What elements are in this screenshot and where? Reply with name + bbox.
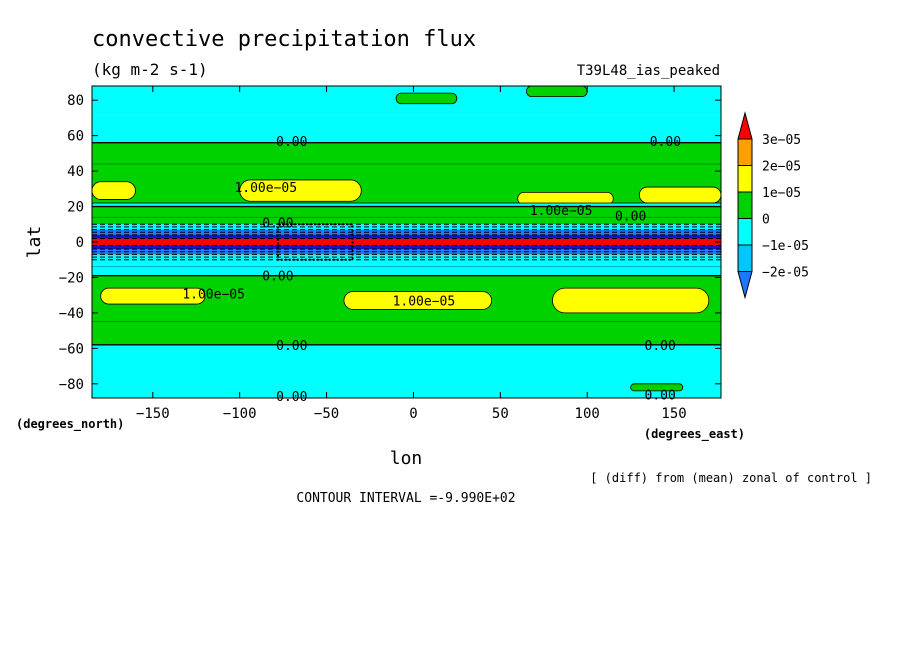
x-tick-label: −50 — [314, 406, 339, 422]
x-tick-label: −150 — [136, 406, 170, 422]
zonal-band-7 — [92, 238, 721, 246]
note-label: [ (diff) from (mean) zonal of control ] — [590, 471, 872, 485]
colorbar-label: 1e−05 — [762, 186, 801, 201]
colorbar-arrow-bottom — [737, 271, 753, 300]
contour-patch-8 — [525, 86, 588, 98]
contour-label: 0.00 — [650, 135, 681, 150]
x-units-label: (degrees_east) — [644, 427, 745, 442]
colorbar-swatch — [737, 138, 753, 166]
x-tick-label: 100 — [575, 406, 600, 422]
contour-patch-10 — [630, 383, 684, 392]
contour-label: 0.00 — [262, 270, 293, 285]
contour-patch-3 — [638, 186, 721, 204]
contour-lines — [92, 142, 721, 346]
zonal-band-11 — [92, 259, 721, 276]
y-tick-label: 40 — [67, 164, 84, 180]
experiment-label: T39L48_ias_peaked — [577, 63, 720, 79]
x-tick-label: −100 — [223, 406, 257, 422]
y-tick-label: 80 — [67, 93, 84, 109]
contour-patch-5 — [343, 291, 493, 310]
contour-label: 0.00 — [276, 135, 307, 150]
colorbar-swatch — [737, 191, 753, 219]
zonal-band-13 — [92, 344, 721, 398]
colorbar-label: 0 — [762, 213, 770, 228]
contour-patch-7 — [395, 92, 458, 105]
contour-label: 1.00e−05 — [530, 204, 593, 219]
x-tick-label: 150 — [661, 406, 686, 422]
y-tick-label: 60 — [67, 129, 84, 145]
x-tick-label: 0 — [409, 406, 417, 422]
contour-label: 1.00e−05 — [234, 181, 297, 196]
y-tick-label: 0 — [76, 235, 84, 251]
axis-ticks: −150 −100 −50 0 50 100 150 80 60 40 20 0 −20 −40 −60 −8… — [59, 86, 721, 422]
y-tick-label: −20 — [59, 270, 84, 286]
colorbar-arrow-top — [737, 111, 753, 140]
zonal-band-2 — [92, 142, 721, 207]
contour-label: 0.00 — [645, 339, 676, 354]
y-tick-label: −60 — [59, 341, 84, 357]
contour-patch-4 — [100, 287, 206, 305]
contour-label: 0.00 — [276, 390, 307, 405]
colorbar-swatch — [737, 218, 753, 246]
chart-title: convective precipitation flux — [92, 27, 476, 52]
zonal-band-8 — [92, 245, 721, 250]
x-axis-label: lon — [390, 448, 423, 469]
colorbar-label: −2e-05 — [762, 266, 809, 281]
y-tick-label: −80 — [59, 377, 84, 393]
chart-subtitle: (kg m-2 s-1) — [92, 60, 208, 79]
colorbar-swatch — [737, 244, 753, 272]
contour-patch-1 — [239, 179, 362, 202]
colorbar-swatch — [737, 165, 753, 193]
contour-label: 0.00 — [645, 388, 676, 403]
contour-labels: 0.00 0.00 1.00e−05 1.00e−05 0.00 0.00 0.00 1.00… — [182, 135, 681, 405]
contour-label: 1.00e−05 — [182, 287, 245, 302]
y-tick-label: 20 — [67, 200, 84, 216]
contour-patch-0 — [92, 181, 136, 200]
contour-label: 0.00 — [615, 209, 646, 224]
contour-label: 0.00 — [262, 217, 293, 232]
zonal-band-6 — [92, 234, 721, 239]
contour-label: 1.00e−05 — [393, 295, 456, 310]
contour-clutter — [276, 223, 354, 261]
colorbar-label: 2e−05 — [762, 160, 801, 175]
zonal-band-3 — [92, 206, 721, 225]
zonal-band-1 — [92, 114, 721, 143]
filled-contour-patches — [92, 86, 721, 392]
filled-contour-bands — [92, 86, 721, 398]
contour-patch-6 — [552, 287, 710, 314]
contour-label: 0.00 — [276, 339, 307, 354]
y-units-label: (degrees_north) — [16, 417, 124, 432]
colorbar-label: 3e−05 — [762, 133, 801, 148]
y-axis-label: lat — [24, 226, 45, 259]
colorbar-label: −1e-05 — [762, 239, 809, 254]
contour-interval-label: CONTOUR INTERVAL =-9.990E+02 — [296, 491, 515, 506]
x-tick-label: 50 — [492, 406, 509, 422]
colorbar: 3e−05 2e−05 1e−05 0 −1e-05 −2e-05 — [737, 111, 809, 300]
y-tick-label: −40 — [59, 306, 84, 322]
